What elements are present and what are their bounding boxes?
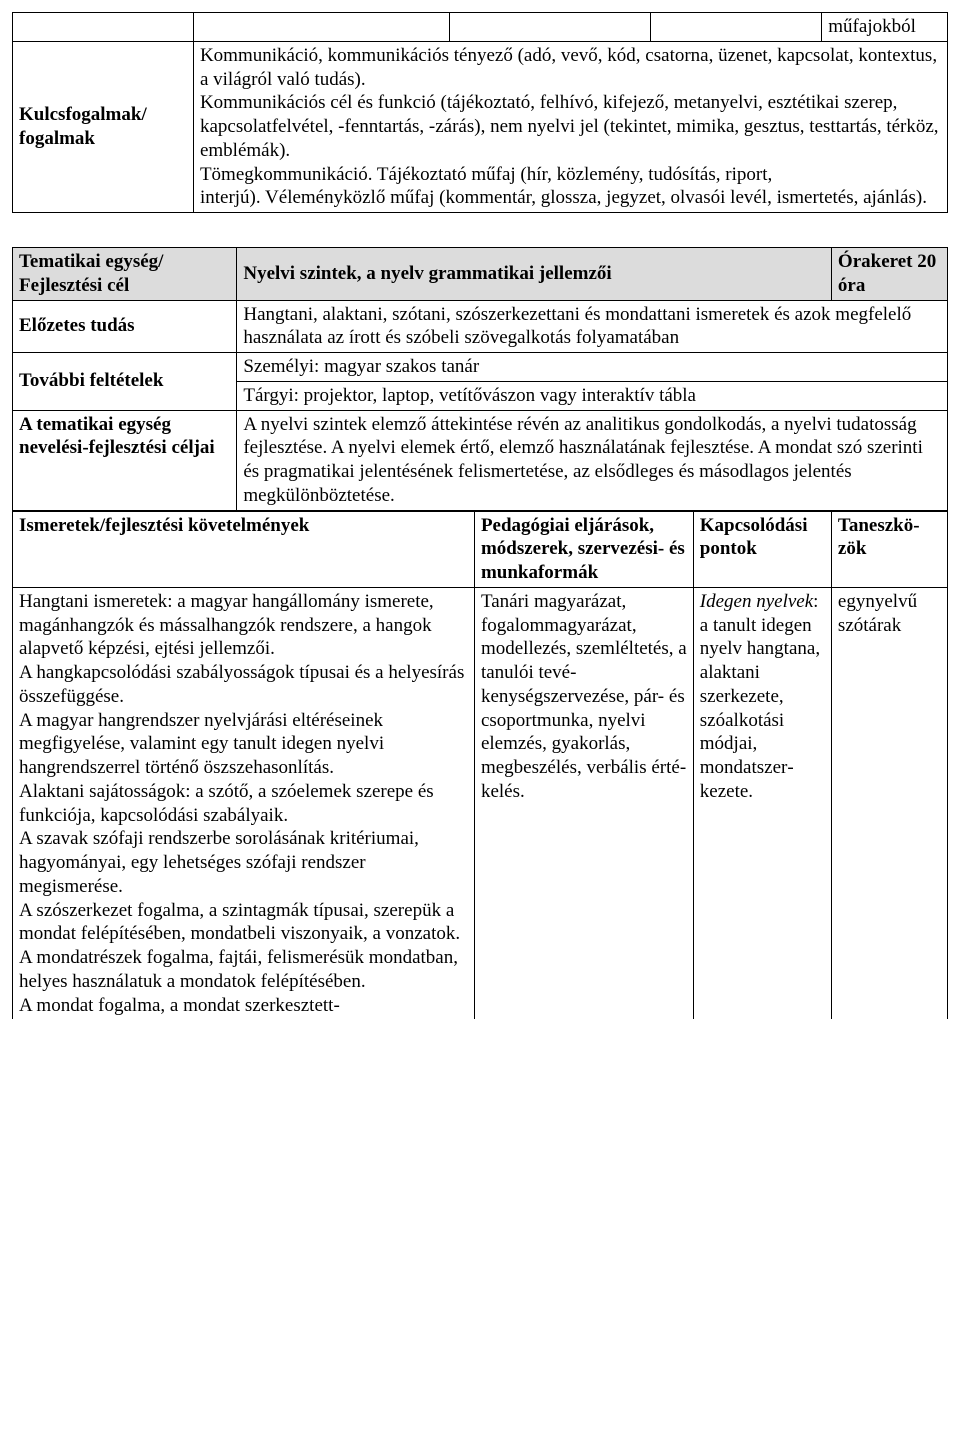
table-tematikai: Tematikai egység/ Fejlesztési cél Nyelvi… <box>12 247 948 1019</box>
row-elozetes-tudas: Előzetes tudás Hangtani, alaktani, szóta… <box>13 300 948 353</box>
elozetes-label: Előzetes tudás <box>13 300 237 353</box>
header-row: Tematikai egység/ Fejlesztési cél Nyelvi… <box>13 248 948 301</box>
subheader-kapcsolodasi: Kapcsolódá­si pontok <box>693 511 831 588</box>
header-orakeret: Órakeret 20 óra <box>831 248 947 301</box>
header-nyelvi: Nyelvi szintek, a nyelv grammatikai jell… <box>237 248 832 301</box>
table1-row-kulcsfogalmak: Kulcsfogalmak/ fogalmak Kommunikáció, ko… <box>13 41 948 212</box>
subheader-taneszkozok: Taneszkö­zök <box>831 511 947 588</box>
stub-cell-3 <box>450 13 651 42</box>
body-pedagogiai: Tanári magyarázat, fogalommagyarázat, mo… <box>474 587 693 1019</box>
body-row: Hangtani ismeretek: a magyar hangállo­má… <box>13 587 948 1019</box>
subheader-pedagogiai: Pedagógiai eljárá­sok, módszerek, szerve… <box>474 511 693 588</box>
table-gap <box>12 213 948 247</box>
sub-header-row: Ismeretek/fejlesztési követelmények Peda… <box>13 511 948 588</box>
elozetes-content: Hangtani, alaktani, szótani, szószerkeze… <box>237 300 948 353</box>
kulcsfogalmak-content: Kommunikáció, kommunikációs tényező (adó… <box>193 41 947 212</box>
row-tovabbi-1: További feltételek Személyi: magyar szak… <box>13 353 948 382</box>
stub-cell-1 <box>13 13 194 42</box>
tovabbi-label: További feltételek <box>13 353 237 411</box>
stub-cell-5: műfajokból <box>822 13 948 42</box>
body-kapcs-italic: Idegen nyel­vek <box>700 591 813 612</box>
tovabbi-szemelyi: Személyi: magyar szakos tanár <box>237 353 948 382</box>
tovabbi-targyi: Tárgyi: projektor, laptop, vetítővászon … <box>237 381 948 410</box>
stub-cell-2 <box>193 13 449 42</box>
celok-label: A tematikai egység nevelési-fejlesztési … <box>13 410 237 511</box>
body-taneszkozok: egynyelvű szótárak <box>831 587 947 1019</box>
row-celok: A tematikai egység nevelési-fejlesztési … <box>13 410 948 511</box>
kulcsfogalmak-label: Kulcsfogalmak/ fogalmak <box>13 41 194 212</box>
header-tematikai: Tematikai egység/ Fejlesztési cél <box>13 248 237 301</box>
body-kapcsolodasi: Idegen nyel­vek: a tanult idegen nyelv h… <box>693 587 831 1019</box>
subheader-ismeretek: Ismeretek/fejlesztési követelmények <box>13 511 475 588</box>
celok-content: A nyelvi szintek elemző áttekintése révé… <box>237 410 948 511</box>
body-ismeretek: Hangtani ismeretek: a magyar hangállo­má… <box>13 587 475 1019</box>
table-kulcsfogalmak: műfajokból Kulcsfogalmak/ fogalmak Kommu… <box>12 12 948 213</box>
body-kapcs-rest: : a tanult idegen nyelv hangtana, alakta… <box>700 591 820 802</box>
stub-cell-4 <box>651 13 822 42</box>
table1-stub-row: műfajokból <box>13 13 948 42</box>
